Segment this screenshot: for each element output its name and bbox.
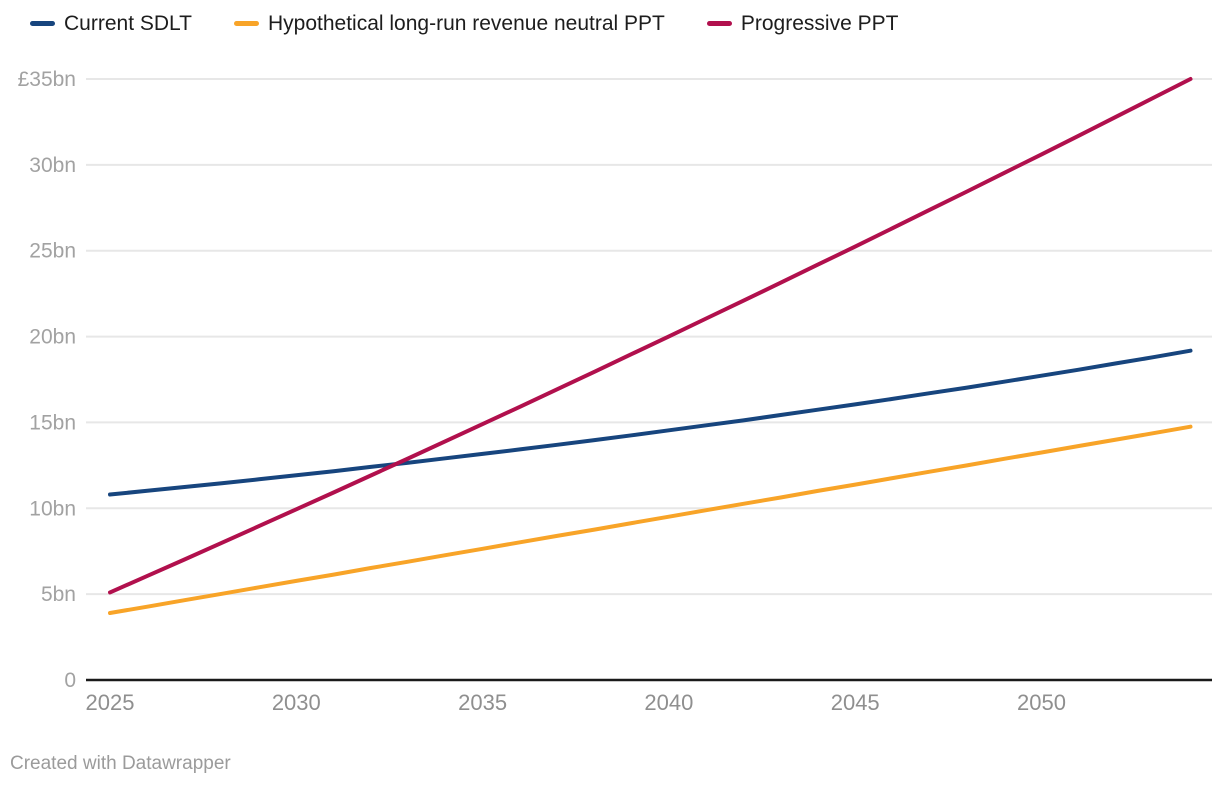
legend-swatch-icon [233, 21, 259, 26]
line-chart-canvas: 0 5bn 10bn 15bn 20bn 25bn 30bn £35bn 2025 2030 203… [18, 68, 1212, 715]
y-axis-tick-label: £35bn [18, 68, 76, 91]
x-axis-tick-label: 2040 [644, 690, 693, 715]
series-line-hypothetical-long-run-revenue-neutral-ppt[interactable] [108, 424, 1193, 615]
y-axis-tick-label: 10bn [29, 497, 76, 520]
legend-item-progressive-ppt: Progressive PPT [706, 12, 899, 35]
legend-label: Current SDLT [64, 12, 192, 35]
datawrapper-credit-link[interactable]: Created with Datawrapper [10, 753, 231, 774]
legend-item-hypothetical-long-run-revenue-neutral-ppt: Hypothetical long-run revenue neutral PP… [233, 12, 665, 35]
y-axis-tick-label: 15bn [29, 411, 76, 434]
series-line-current-sdlt[interactable] [108, 348, 1193, 497]
y-axis-tick-label: 0 [64, 669, 76, 692]
legend-item-current-sdlt: Current SDLT [30, 12, 192, 35]
legend-swatch-icon [30, 21, 55, 26]
series-line-progressive-ppt[interactable] [108, 77, 1193, 595]
chart-legend: Current SDLT Hypothetical long-run revenu… [30, 12, 898, 35]
x-axis-tick-label: 2030 [272, 690, 321, 715]
y-axis-tick-label: 5bn [41, 583, 76, 606]
legend-swatch-icon [706, 21, 732, 26]
y-axis-tick-label: 20bn [29, 326, 76, 349]
x-axis-tick-label: 2045 [831, 690, 880, 715]
x-axis-tick-label: 2025 [86, 690, 135, 715]
x-axis-tick-label: 2050 [1017, 690, 1066, 715]
x-axis-tick-label: 2035 [458, 690, 507, 715]
y-axis-tick-label: 30bn [29, 154, 76, 177]
legend-label: Hypothetical long-run revenue neutral PP… [267, 12, 665, 35]
legend-label: Progressive PPT [740, 12, 899, 35]
y-axis-tick-label: 25bn [29, 240, 76, 263]
